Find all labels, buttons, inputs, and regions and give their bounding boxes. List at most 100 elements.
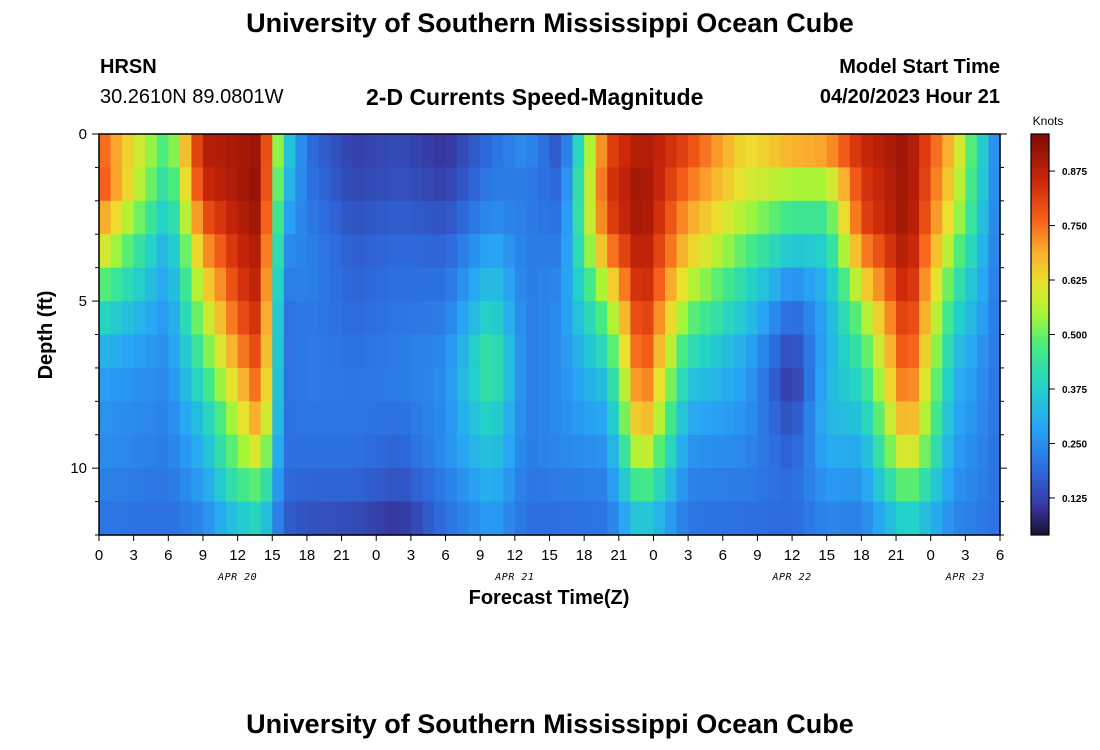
- heatmap-cell: [826, 200, 839, 235]
- heatmap-cell: [595, 334, 608, 369]
- heatmap-cell: [341, 267, 354, 302]
- heatmap-cell: [179, 401, 193, 436]
- heatmap-cell: [526, 167, 539, 202]
- heatmap-cell: [249, 434, 262, 469]
- heatmap-cell: [537, 501, 551, 536]
- heatmap-cell: [711, 301, 724, 336]
- heatmap-cell: [445, 167, 458, 202]
- heatmap-cell: [433, 234, 447, 269]
- heatmap-cell: [595, 167, 608, 202]
- heatmap-cell: [561, 167, 574, 202]
- heatmap-cell: [572, 501, 585, 536]
- heatmap-cell: [433, 434, 447, 469]
- heatmap-cell: [422, 234, 435, 269]
- heatmap-cell: [330, 367, 343, 402]
- heatmap-cell: [457, 501, 470, 536]
- date-label: APR 20: [217, 572, 257, 583]
- heatmap-cell: [272, 468, 285, 503]
- heatmap-cell: [399, 401, 412, 436]
- heatmap-cell: [607, 234, 620, 269]
- heatmap-cell: [226, 234, 239, 269]
- heatmap-cell: [503, 468, 516, 503]
- x-tick-label: 0: [372, 547, 380, 564]
- heatmap-cell: [815, 367, 828, 402]
- heatmap-cell: [549, 401, 562, 436]
- heatmap-cell: [734, 134, 747, 169]
- x-tick-label: 15: [541, 547, 558, 564]
- heatmap-cell: [549, 367, 562, 402]
- heatmap-cell: [722, 367, 735, 402]
- heatmap-cell: [272, 434, 285, 469]
- heatmap-cell: [387, 301, 400, 336]
- heatmap-cell: [295, 200, 308, 235]
- heatmap-cell: [145, 200, 158, 235]
- heatmap-cell: [214, 434, 227, 469]
- heatmap-cell: [283, 334, 296, 369]
- heatmap-cell: [376, 334, 389, 369]
- heatmap-cell: [410, 200, 424, 235]
- heatmap-cell: [145, 334, 158, 369]
- heatmap-cell: [595, 367, 608, 402]
- heatmap-cell: [676, 167, 689, 202]
- heatmap-cell: [156, 434, 169, 469]
- heatmap-cell: [896, 267, 909, 302]
- heatmap-cell: [676, 434, 689, 469]
- heatmap-cell: [849, 334, 862, 369]
- heatmap-cell: [226, 134, 239, 169]
- heatmap-cell: [815, 234, 828, 269]
- heatmap-cell: [168, 234, 181, 269]
- heatmap-cell: [676, 401, 689, 436]
- heatmap-cell: [792, 167, 805, 202]
- heatmap-cell: [734, 367, 747, 402]
- heatmap-cell: [838, 468, 851, 503]
- heatmap-cell: [734, 267, 747, 302]
- heatmap-cell: [768, 301, 782, 336]
- heatmap-cell: [445, 234, 458, 269]
- heatmap-cell: [491, 134, 504, 169]
- heatmap-cell: [168, 200, 181, 235]
- heatmap-cell: [792, 267, 805, 302]
- heatmap-cell: [133, 401, 146, 436]
- heatmap-cell: [364, 468, 377, 503]
- heatmap-cell: [803, 134, 816, 169]
- heatmap-cell: [584, 234, 597, 269]
- heatmap-cell: [584, 267, 597, 302]
- heatmap-cell: [133, 301, 146, 336]
- heatmap-cell: [803, 501, 816, 536]
- heatmap-cell: [387, 501, 400, 536]
- heatmap-cell: [838, 334, 851, 369]
- heatmap-cell: [907, 267, 920, 302]
- heatmap-cell: [272, 267, 285, 302]
- heatmap-cell: [260, 367, 273, 402]
- heatmap-cell: [595, 401, 608, 436]
- heatmap-cell: [872, 134, 886, 169]
- heatmap-cell: [202, 134, 216, 169]
- heatmap-cell: [584, 501, 597, 536]
- heatmap-cell: [780, 167, 793, 202]
- heatmap-cell: [942, 167, 955, 202]
- heatmap-cell: [838, 367, 851, 402]
- heatmap-cell: [618, 334, 631, 369]
- heatmap-cell: [526, 301, 539, 336]
- heatmap-cell: [722, 134, 735, 169]
- heatmap-cell: [433, 367, 447, 402]
- heatmap-cell: [965, 501, 978, 536]
- heatmap-cell: [815, 501, 828, 536]
- heatmap-cell: [849, 200, 862, 235]
- heatmap-cell: [283, 134, 296, 169]
- heatmap-cell: [849, 301, 862, 336]
- heatmap-cell: [572, 334, 585, 369]
- heatmap-cell: [399, 468, 412, 503]
- heatmap-cell: [584, 401, 597, 436]
- heatmap-cell: [861, 234, 874, 269]
- heatmap-cell: [341, 167, 354, 202]
- heatmap-cell: [133, 200, 146, 235]
- heatmap-cell: [722, 334, 735, 369]
- heatmap-cell: [306, 267, 320, 302]
- heatmap-cell: [618, 200, 631, 235]
- colorbar-tick-label: 0.625: [1062, 276, 1087, 287]
- heatmap-cell: [630, 134, 643, 169]
- heatmap-cell: [410, 267, 424, 302]
- heatmap-cell: [468, 267, 481, 302]
- heatmap-cell: [572, 401, 585, 436]
